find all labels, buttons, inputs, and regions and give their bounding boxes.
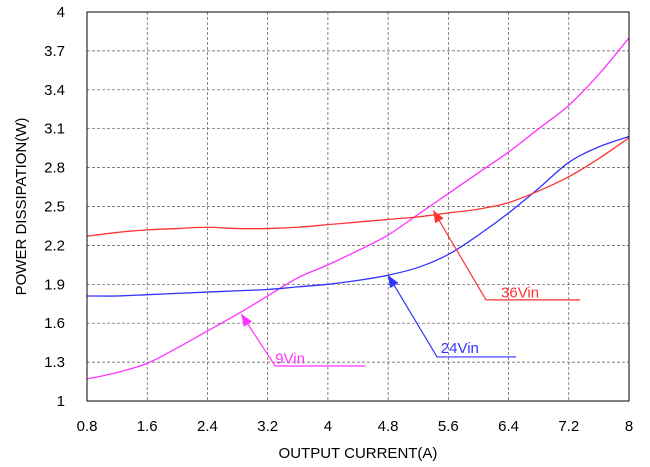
- x-tick-label: 8: [625, 418, 633, 435]
- annotation-leader-9vin: [240, 313, 366, 367]
- x-tick-label: 3.2: [257, 418, 278, 435]
- annotation-arrowhead-9vin: [241, 314, 253, 327]
- x-axis-title: OUTPUT CURRENT(A): [279, 445, 438, 462]
- x-tick-label: 4.8: [378, 418, 399, 435]
- y-axis-title: POWER DISSIPATION(W): [13, 118, 30, 296]
- x-tick-label: 0.8: [77, 418, 98, 435]
- x-tick-label: 6.4: [498, 418, 519, 435]
- annotation-leader-36vin: [432, 210, 581, 301]
- x-tick-label: 5.6: [438, 418, 459, 435]
- y-tick-label: 3.4: [44, 82, 65, 99]
- series-label-9vin: 9Vin: [275, 350, 305, 367]
- y-tick-label: 2.2: [44, 237, 65, 254]
- y-tick-label: 2.5: [44, 199, 65, 216]
- y-tick-label: 2.8: [44, 160, 65, 177]
- x-tick-label: 2.4: [197, 418, 218, 435]
- plot-frame: [86, 11, 630, 402]
- series-layer: [86, 37, 630, 380]
- annotation-arrowhead-24vin: [388, 275, 399, 289]
- series-line-24vin: [86, 135, 630, 297]
- annotation-leader-24vin: [387, 274, 517, 358]
- grid-lines: [87, 12, 629, 401]
- annotation-layer: 9Vin 24Vin 36Vin: [240, 210, 581, 367]
- series-line-36vin: [86, 137, 630, 237]
- y-tick-label: 3.1: [44, 121, 65, 138]
- x-tick-labels: 0.8 1.6 2.4 3.2 4 4.8 5.6 6.4 7.2 8: [77, 418, 634, 435]
- series-label-36vin: 36Vin: [501, 284, 539, 301]
- y-tick-label: 1: [57, 393, 65, 410]
- series-label-24vin: 24Vin: [441, 340, 479, 357]
- y-tick-label: 1.3: [44, 354, 65, 371]
- y-tick-label: 3.7: [44, 43, 65, 60]
- y-tick-label: 1.6: [44, 315, 65, 332]
- annotation-arrowhead-36vin: [433, 210, 444, 224]
- y-tick-label: 4: [57, 4, 65, 21]
- y-tick-label: 1.9: [44, 276, 65, 293]
- y-tick-labels: 1 1.3 1.6 1.9 2.2 2.5 2.8 3.1 3.4 3.7 4: [44, 4, 65, 410]
- series-line-9vin: [86, 37, 630, 380]
- x-tick-label: 1.6: [137, 418, 158, 435]
- x-tick-label: 4: [324, 418, 332, 435]
- x-tick-label: 7.2: [558, 418, 579, 435]
